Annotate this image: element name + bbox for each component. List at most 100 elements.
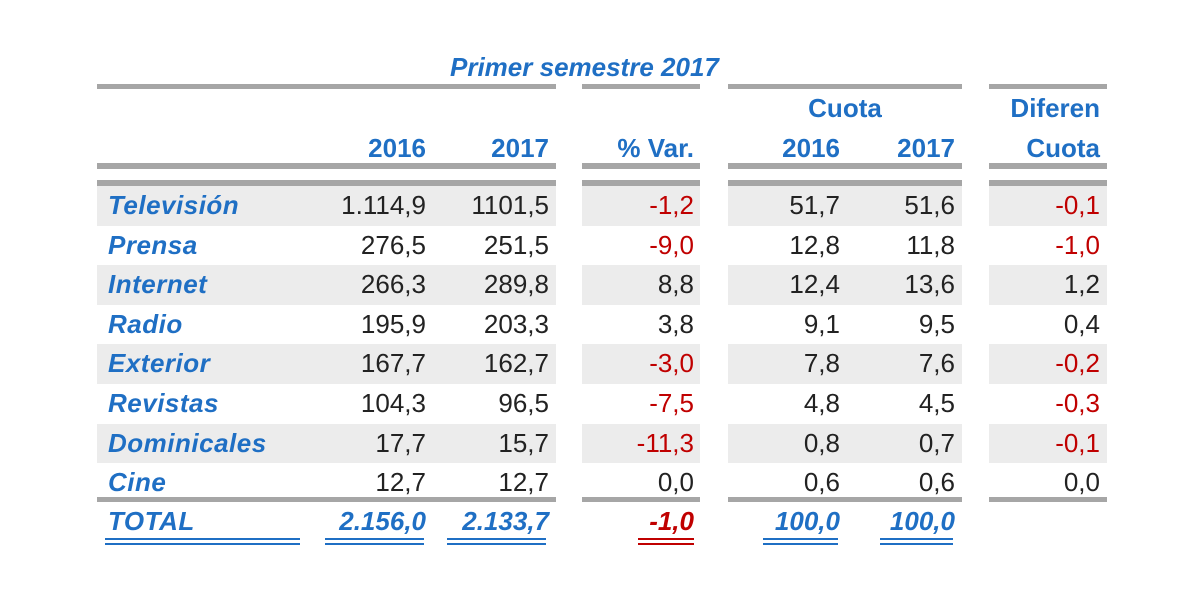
table-cell: -3,0: [649, 348, 694, 379]
table-cell: 7,6: [918, 348, 955, 379]
column-header: % Var.: [617, 133, 694, 163]
table-cell: 12,8: [789, 229, 840, 260]
table-cell: 15,7: [498, 427, 549, 458]
row-shade: [582, 423, 700, 464]
table-cell: 12,7: [375, 467, 426, 498]
row-label: Revistas: [108, 388, 219, 418]
double-underline: [105, 543, 300, 545]
double-underline: [325, 543, 424, 545]
table-cell: -1,2: [649, 190, 694, 220]
table-cell: 203,3: [483, 308, 549, 339]
table-cell: -7,5: [649, 388, 694, 418]
total-label: TOTAL: [108, 506, 195, 536]
row-shade: [728, 344, 962, 384]
rule: [582, 84, 700, 89]
table-cell: 0,7: [918, 427, 955, 458]
table-cell: 104,3: [360, 388, 426, 418]
table-cell: 289,8: [483, 269, 549, 300]
table-cell: 13,6: [904, 269, 955, 300]
total-cell: -1,0: [649, 506, 694, 536]
column-header: 2017: [897, 133, 955, 163]
column-header: Cuota: [1026, 133, 1100, 163]
double-underline: [447, 543, 546, 545]
rule: [97, 497, 556, 502]
row-shade: [989, 344, 1107, 384]
table-cell: 1101,5: [471, 190, 549, 220]
table-title: Primer semestre 2017: [450, 52, 719, 82]
table-cell: 0,8: [803, 427, 840, 458]
table-cell: 0,6: [803, 467, 840, 498]
table-cell: 4,5: [918, 388, 955, 418]
table-cell: 162,7: [483, 348, 549, 379]
table-cell: 3,8: [657, 308, 694, 339]
rule: [97, 163, 556, 169]
total-cell: 2.156,0: [339, 506, 426, 536]
table-cell: -9,0: [649, 229, 694, 260]
double-underline: [763, 543, 838, 545]
double-underline: [880, 538, 953, 540]
row-shade: [728, 423, 962, 464]
table-cell: -1,0: [1055, 229, 1100, 260]
table-cell: 276,5: [360, 229, 426, 260]
row-shade: [989, 265, 1107, 305]
row-shade: [989, 186, 1107, 226]
table-cell: 51,7: [789, 190, 840, 220]
header-group-diferen: Diferen: [1010, 93, 1100, 123]
table-cell: 251,5: [483, 229, 549, 260]
table-cell: 167,7: [360, 348, 426, 379]
row-label: Televisión: [108, 190, 240, 220]
table-cell: 11,8: [906, 229, 955, 260]
table-cell: -0,3: [1055, 388, 1100, 418]
rule: [728, 180, 962, 186]
total-cell: 100,0: [889, 506, 955, 536]
row-shade: [728, 186, 962, 226]
double-underline: [880, 543, 953, 545]
table-cell: -11,3: [636, 427, 694, 458]
double-underline: [763, 538, 838, 540]
table-cell: 4,8: [803, 388, 840, 418]
total-cell: 100,0: [774, 506, 840, 536]
row-shade: [989, 423, 1107, 464]
rule: [582, 180, 700, 186]
table-cell: 12,7: [498, 467, 549, 498]
table-cell: 9,1: [803, 308, 840, 339]
table-cell: 12,4: [789, 269, 840, 300]
total-cell: 2.133,7: [462, 506, 549, 536]
row-shade: [97, 423, 556, 464]
row-label: Internet: [108, 269, 208, 300]
row-shade: [97, 265, 556, 305]
rule: [97, 180, 556, 186]
rule: [582, 497, 700, 502]
row-shade: [97, 186, 556, 226]
table-cell: 8,8: [657, 269, 694, 300]
table-cell: 266,3: [360, 269, 426, 300]
rule: [989, 497, 1107, 502]
row-label: Prensa: [108, 229, 198, 260]
table-cell: 195,9: [360, 308, 426, 339]
column-header: 2016: [782, 133, 840, 163]
rule: [728, 163, 962, 169]
table-cell: 17,7: [375, 427, 426, 458]
row-shade: [97, 344, 556, 384]
table-cell: 0,4: [1063, 308, 1100, 339]
rule: [989, 84, 1107, 89]
table-cell: 51,6: [904, 190, 955, 220]
table-cell: -0,1: [1055, 427, 1100, 458]
row-label: Exterior: [108, 348, 211, 379]
double-underline: [105, 538, 300, 540]
row-shade: [582, 186, 700, 226]
double-underline: [638, 538, 694, 540]
row-shade: [582, 265, 700, 305]
row-label: Radio: [108, 308, 183, 339]
column-header: 2017: [491, 133, 549, 163]
row-shade: [582, 344, 700, 384]
table-cell: 0,0: [1063, 467, 1100, 498]
rule: [728, 84, 962, 89]
double-underline: [638, 543, 694, 545]
rule: [582, 163, 700, 169]
rule: [989, 180, 1107, 186]
table-cell: 0,6: [918, 467, 955, 498]
rule: [989, 163, 1107, 169]
row-label: Cine: [108, 467, 167, 498]
